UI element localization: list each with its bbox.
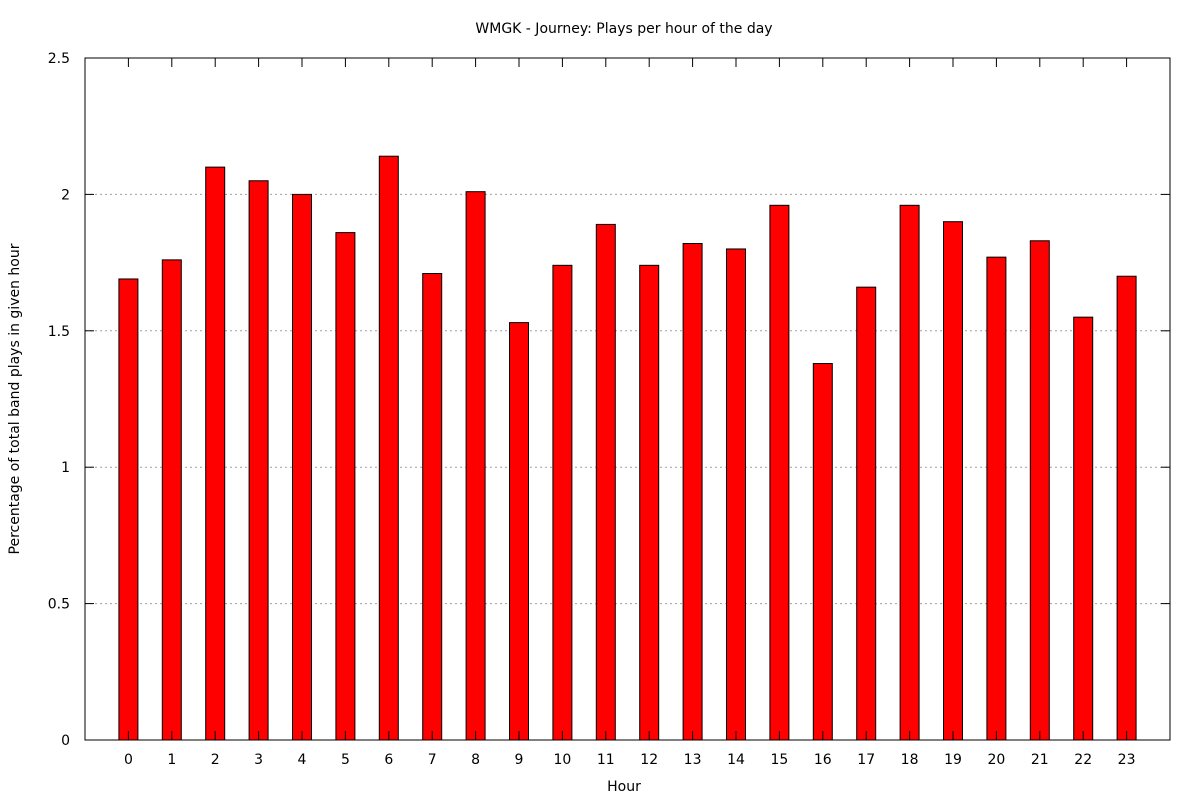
x-tick-label: 12 — [640, 752, 658, 768]
bar-hour-20 — [986, 256, 1007, 741]
bar-hour-2 — [205, 166, 226, 741]
bar-hour-18 — [899, 204, 920, 741]
x-tick-label: 18 — [901, 752, 919, 768]
x-tick-label: 1 — [167, 752, 176, 768]
bar-hour-0 — [118, 278, 139, 741]
x-tick-label: 21 — [1031, 752, 1049, 768]
x-tick-label: 3 — [254, 752, 263, 768]
bar-hour-12 — [639, 264, 660, 741]
y-tick-label: 2 — [61, 187, 70, 203]
chart-title: WMGK - Journey: Plays per hour of the da… — [475, 21, 772, 37]
bar-hour-13 — [682, 243, 703, 741]
y-tick-label: 0 — [61, 733, 70, 749]
bar-hour-16 — [812, 363, 833, 741]
x-tick-label: 10 — [553, 752, 571, 768]
bar-hour-21 — [1029, 240, 1050, 741]
bar-hour-22 — [1073, 316, 1094, 741]
bar-hour-23 — [1116, 275, 1137, 741]
x-axis-label: Hour — [607, 779, 641, 795]
plot-frame — [84, 57, 1171, 741]
bar-hour-17 — [856, 286, 877, 741]
y-tick-label: 1.5 — [48, 324, 70, 340]
x-tick-label: 19 — [944, 752, 962, 768]
x-tick-label: 15 — [770, 752, 788, 768]
x-tick-label: 9 — [515, 752, 524, 768]
bar-hour-9 — [509, 322, 529, 741]
y-axis-label: Percentage of total band plays in given … — [7, 243, 23, 554]
x-tick-label: 5 — [341, 752, 350, 768]
x-tick-label: 11 — [597, 752, 615, 768]
grid-lines — [85, 193, 1170, 605]
x-tick-label: 22 — [1074, 752, 1092, 768]
bar-hour-10 — [552, 264, 573, 741]
x-tick-label: 7 — [428, 752, 437, 768]
x-tick-label: 23 — [1118, 752, 1136, 768]
bar-hour-11 — [595, 223, 616, 741]
bar-hour-7 — [422, 273, 443, 741]
bars — [118, 155, 1137, 741]
bar-hour-6 — [378, 155, 399, 741]
x-tick-label: 0 — [124, 752, 133, 768]
y-tick-labels: 0 0.5 1 1.5 2 2.5 — [48, 51, 70, 749]
bar-hour-14 — [726, 248, 746, 741]
x-tick-label: 6 — [384, 752, 393, 768]
bar-hour-15 — [769, 204, 790, 741]
y-tick-label: 0.5 — [48, 597, 70, 613]
axis-ticks — [85, 57, 1170, 741]
y-tick-label: 2.5 — [48, 51, 70, 67]
x-tick-label: 2 — [211, 752, 220, 768]
y-tick-label: 1 — [61, 460, 70, 476]
x-tick-label: 4 — [298, 752, 307, 768]
x-tick-label: 16 — [814, 752, 832, 768]
x-tick-label: 8 — [471, 752, 480, 768]
bar-hour-3 — [248, 180, 269, 741]
x-tick-labels: 0 1 2 3 4 5 6 7 8 9 10 11 12 13 14 15 16 17 18 19 20 21 22 23 — [124, 752, 1136, 768]
bar-hour-19 — [943, 221, 963, 741]
bar-hour-4 — [292, 193, 312, 741]
bar-hour-5 — [335, 232, 356, 741]
bar-hour-1 — [161, 259, 182, 741]
x-tick-label: 17 — [857, 752, 875, 768]
x-tick-label: 20 — [987, 752, 1005, 768]
x-tick-label: 14 — [727, 752, 745, 768]
x-tick-label: 13 — [684, 752, 702, 768]
bar-hour-8 — [465, 191, 486, 741]
